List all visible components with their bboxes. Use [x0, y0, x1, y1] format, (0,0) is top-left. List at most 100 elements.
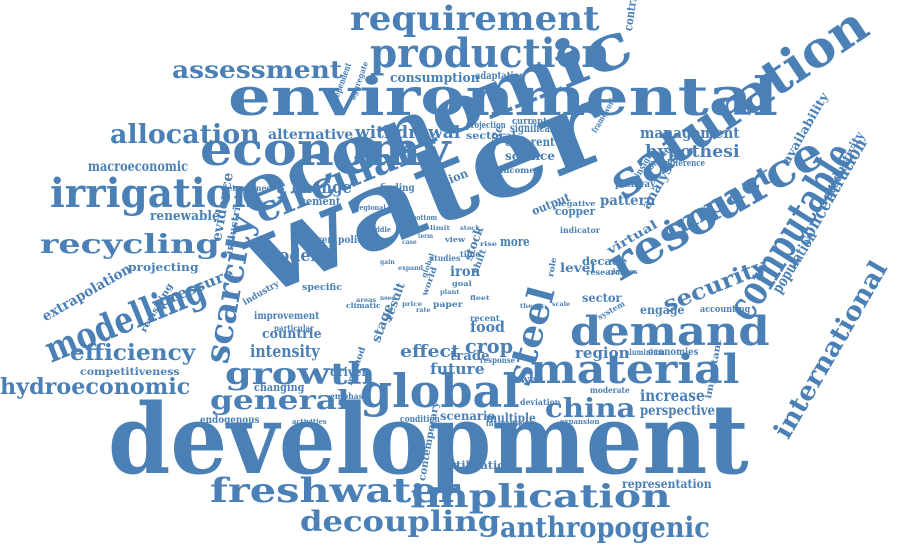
cloud-word: research	[586, 267, 626, 277]
cloud-word: allocation	[110, 120, 260, 150]
cloud-word: demand	[570, 308, 770, 355]
cloud-word: economies	[648, 347, 699, 358]
cloud-word: theory	[520, 303, 545, 310]
cloud-word: lower	[508, 373, 543, 386]
cloud-word: trade	[450, 349, 490, 364]
cloud-word: requirement	[350, 0, 600, 39]
cloud-word: fleet	[470, 295, 490, 302]
cloud-word: scale	[552, 301, 571, 308]
cloud-word: goal	[452, 279, 472, 288]
cloud-word: different	[505, 135, 555, 149]
cloud-word: fertilisation	[438, 459, 514, 472]
cloud-word: projecting	[128, 261, 199, 274]
cloud-word: countrie	[262, 327, 322, 342]
cloud-word: model	[262, 246, 317, 266]
cloud-word: implication	[410, 477, 671, 515]
cloud-word: policy	[338, 235, 369, 246]
cloud-word: future	[430, 360, 485, 378]
cloud-word: aluminium	[625, 347, 665, 357]
cloud-word: regional	[356, 203, 386, 212]
cloud-word: development	[108, 383, 749, 496]
cloud-word: competitiveness	[80, 367, 180, 378]
cloud-word: classes	[608, 267, 638, 276]
cloud-word: general	[210, 386, 350, 416]
cloud-word: hydroeconomic	[0, 374, 191, 400]
cloud-word: role	[545, 256, 559, 278]
cloud-word: freshwater	[210, 471, 460, 511]
cloud-word: assessment	[172, 55, 343, 84]
cloud-word: perspective	[640, 403, 715, 419]
cloud-word: science	[505, 149, 555, 163]
cloud-word: paper	[433, 299, 463, 309]
cloud-word: global	[360, 364, 520, 418]
cloud-word: iron	[450, 264, 481, 280]
cloud-word: gain	[380, 259, 395, 266]
cloud-word: rise	[480, 241, 498, 248]
cloud-word: negative	[555, 199, 596, 208]
cloud-word: emphasis	[330, 391, 371, 401]
cloud-word: determined	[222, 183, 272, 193]
cloud-word: contribution	[621, 0, 645, 32]
cloud-word: production	[370, 30, 610, 77]
cloud-word: effect	[400, 342, 460, 362]
cloud-word: middle	[366, 225, 391, 234]
cloud-word: adaptation	[475, 71, 526, 82]
cloud-word: driven	[330, 365, 370, 379]
cloud-word: recent	[470, 313, 500, 323]
cloud-word: intensity	[250, 342, 320, 362]
cloud-word: irrigation	[50, 170, 260, 217]
cloud-word: difference	[665, 159, 706, 169]
cloud-word: intensities	[486, 419, 527, 428]
cloud-word: climatic	[346, 301, 381, 310]
cloud-word: changing	[254, 381, 305, 394]
cloud-word: finding	[380, 183, 415, 194]
cloud-word: scenario	[440, 409, 496, 423]
cloud-word: income	[500, 165, 535, 175]
cloud-word: more	[500, 235, 530, 250]
cloud-word: copper	[555, 205, 596, 218]
cloud-word: endogenous	[200, 415, 260, 426]
cloud-word: stock	[460, 225, 480, 232]
cloud-word: increase	[640, 386, 705, 405]
cloud-word: price	[402, 301, 423, 308]
cloud-word: sector	[582, 291, 622, 305]
cloud-word: view	[445, 235, 466, 244]
cloud-word: projection	[466, 121, 506, 131]
cloud-word: representation	[622, 477, 712, 491]
cloud-word: withdrawal	[355, 123, 461, 143]
cloud-word: consumption	[390, 71, 480, 86]
cloud-word: deviation	[520, 397, 561, 407]
cloud-word: economy	[200, 122, 451, 176]
cloud-word: change	[292, 178, 352, 198]
cloud-word: rate	[416, 307, 431, 314]
cloud-word: hypothesi	[645, 142, 740, 162]
cloud-word: recycling	[40, 230, 220, 260]
cloud-word: environmental	[228, 67, 779, 128]
cloud-word: studies	[430, 253, 461, 263]
cloud-word: engage	[640, 303, 685, 317]
cloud-word: pattern	[600, 193, 656, 209]
cloud-word: current	[512, 117, 547, 127]
cloud-word: efficiency	[70, 340, 196, 366]
cloud-word: expand	[398, 265, 424, 272]
cloud-word: food	[470, 318, 505, 336]
cloud-word: apparent	[295, 235, 338, 246]
cloud-word: response	[480, 355, 516, 365]
cloud-word: moderate	[590, 385, 630, 395]
cloud-word: anthropogenic	[500, 511, 710, 544]
cloud-word: significant	[510, 121, 561, 135]
cloud-word: case	[402, 239, 417, 246]
cloud-word: level	[560, 261, 596, 275]
cloud-word: indicator	[560, 225, 600, 235]
cloud-word: growth	[225, 357, 376, 392]
cloud-word: pathway	[615, 179, 656, 190]
cloud-word: alternative	[268, 127, 354, 143]
cloud-word: renewable	[150, 209, 220, 224]
cloud-word: crop	[465, 334, 514, 358]
cloud-word: management	[640, 124, 740, 142]
cloud-word: accounting	[700, 305, 751, 315]
cloud-word: macroeconomic	[88, 159, 189, 175]
cloud-word: term	[418, 233, 434, 240]
cloud-word: material	[530, 346, 740, 393]
